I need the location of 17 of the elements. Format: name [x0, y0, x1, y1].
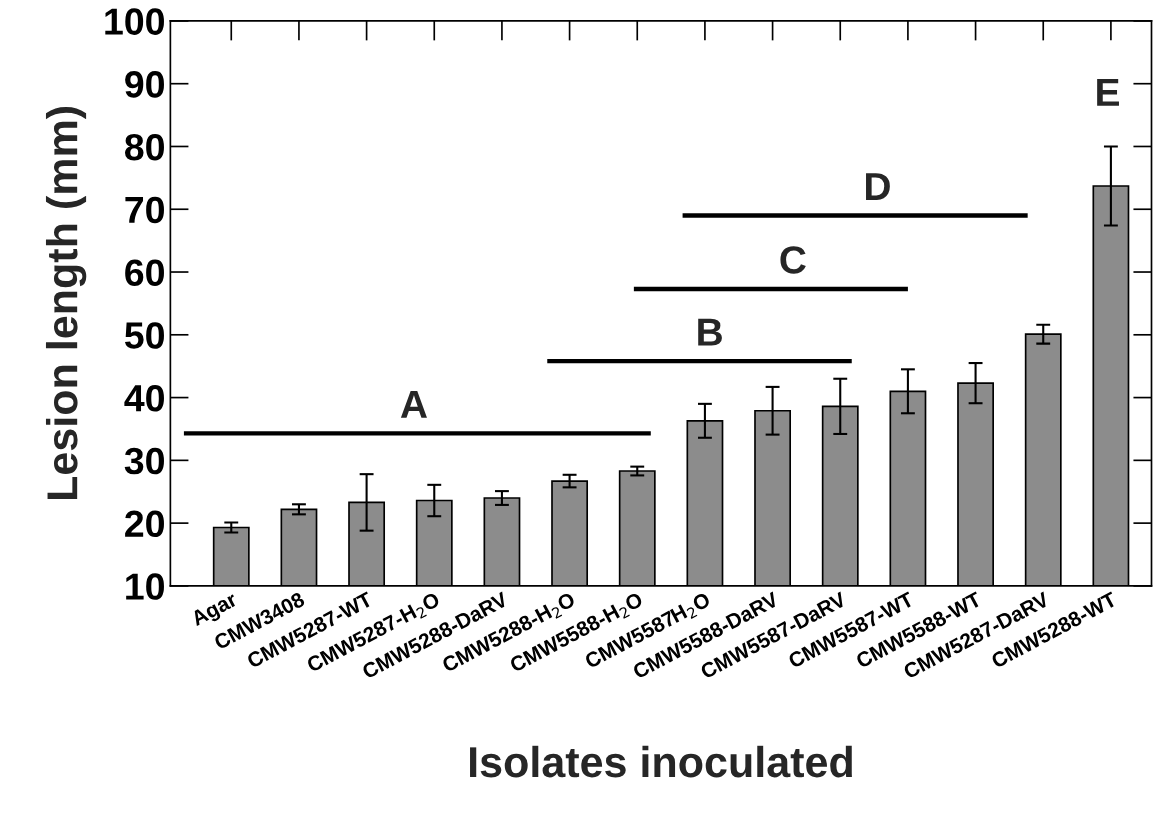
- y-tick-label: 80: [125, 133, 164, 161]
- annotation: A: [400, 391, 427, 418]
- y-tick-label: 40: [124, 384, 164, 412]
- annotation: E: [1097, 79, 1119, 106]
- y-tick-label: 30: [124, 447, 164, 475]
- annotation: C: [780, 246, 806, 274]
- annotation: B: [698, 318, 722, 346]
- y-tick-label: 20: [125, 510, 164, 538]
- y-tick-label: 90: [125, 71, 164, 98]
- y-axis-title: Lesion length (mm): [45, 107, 87, 500]
- annotation: D: [866, 173, 890, 200]
- y-tick-label: 60: [125, 259, 164, 286]
- y-tick-label: 10: [126, 573, 164, 600]
- x-axis-title: Isolates inoculated: [470, 745, 852, 778]
- y-tick-label: 70: [125, 196, 164, 224]
- y-tick-label: 100: [105, 8, 164, 35]
- y-tick-label: 50: [124, 322, 164, 349]
